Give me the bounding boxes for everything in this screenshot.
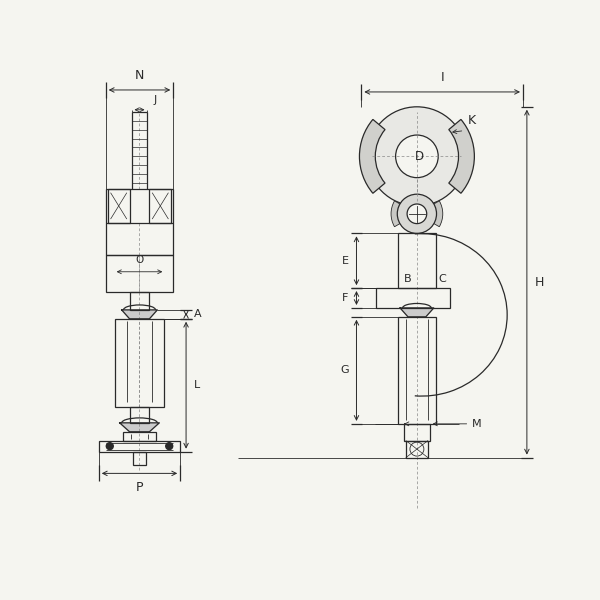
- Bar: [130, 292, 149, 310]
- Polygon shape: [400, 308, 434, 317]
- Text: K: K: [467, 113, 476, 127]
- Bar: [398, 317, 436, 424]
- Text: F: F: [342, 293, 349, 303]
- Text: M: M: [472, 419, 481, 429]
- Bar: [108, 189, 130, 223]
- Bar: [149, 189, 171, 223]
- Bar: [130, 407, 149, 423]
- Wedge shape: [359, 119, 385, 193]
- Circle shape: [106, 443, 113, 449]
- Bar: [376, 288, 449, 308]
- Bar: [106, 256, 173, 292]
- Circle shape: [367, 107, 466, 206]
- Text: L: L: [194, 380, 200, 390]
- Polygon shape: [122, 310, 157, 319]
- Text: G: G: [340, 365, 349, 376]
- Text: H: H: [535, 275, 544, 289]
- Text: I: I: [440, 71, 444, 84]
- Bar: [404, 424, 430, 440]
- Bar: [106, 189, 173, 256]
- Circle shape: [407, 204, 427, 224]
- Text: E: E: [341, 256, 349, 266]
- Text: O: O: [136, 255, 143, 265]
- Bar: [398, 233, 436, 288]
- Bar: [99, 440, 180, 452]
- Text: N: N: [135, 69, 144, 82]
- Wedge shape: [449, 119, 475, 193]
- Bar: [115, 319, 164, 407]
- Text: B: B: [404, 274, 412, 284]
- Wedge shape: [391, 201, 405, 227]
- Text: P: P: [136, 481, 143, 494]
- Text: C: C: [439, 274, 446, 284]
- Circle shape: [397, 194, 437, 233]
- Text: J: J: [154, 95, 157, 105]
- Circle shape: [166, 443, 173, 449]
- Bar: [122, 432, 157, 440]
- Wedge shape: [429, 201, 443, 227]
- Bar: [133, 452, 146, 466]
- Bar: [406, 440, 428, 458]
- Circle shape: [395, 135, 438, 178]
- Text: A: A: [194, 310, 202, 319]
- Polygon shape: [119, 423, 160, 432]
- Text: D: D: [415, 150, 424, 163]
